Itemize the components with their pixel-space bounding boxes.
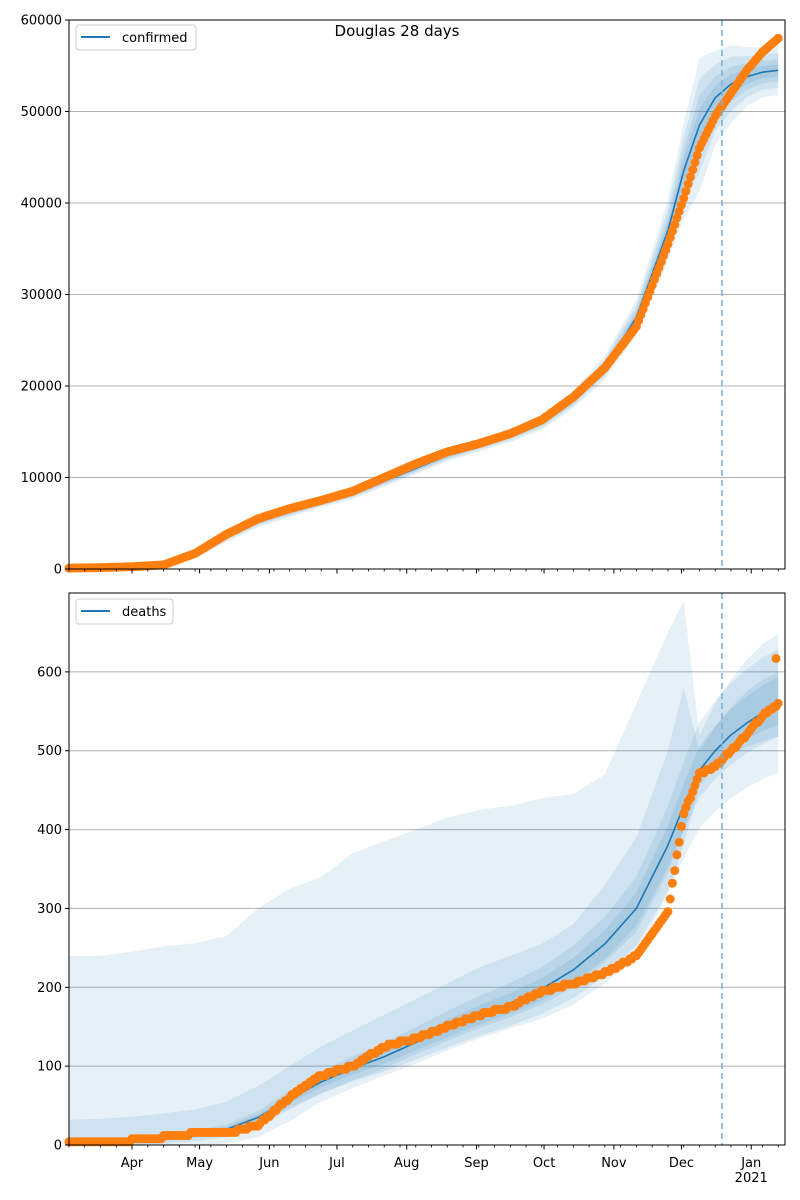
deaths-panel: 0 100 200 300 400 500 600 Apr May Jun Jul Aug Sep Oc… — [37, 592, 786, 1186]
observed-point — [688, 165, 698, 175]
y-tick-label: 30000 — [21, 288, 62, 303]
x-tick-label: Jun — [258, 1156, 279, 1171]
y-tick-label: 0 — [54, 1139, 62, 1154]
observed-point — [773, 698, 783, 708]
x-tick-label: Jul — [328, 1156, 345, 1171]
legend: deaths — [75, 598, 174, 625]
observed-point — [690, 158, 700, 167]
observed-point — [665, 894, 675, 904]
x-tick-label: Apr — [121, 1156, 144, 1171]
legend-label: confirmed — [122, 31, 188, 46]
chart-title: Douglas 28 days — [335, 22, 460, 40]
observed-point — [672, 850, 682, 860]
observed-point — [667, 878, 677, 888]
x-tick-label: Jan — [740, 1156, 761, 1171]
y-axis: 0 100 200 300 400 500 600 — [37, 665, 69, 1154]
confirmed-panel: 0 10000 20000 30000 40000 50000 60000 Douglas … — [21, 14, 786, 578]
y-tick-label: 10000 — [21, 471, 62, 486]
y-tick-label: 40000 — [21, 197, 62, 212]
y-tick-label: 200 — [37, 981, 62, 996]
observed-point — [670, 866, 680, 876]
legend-label: deaths — [122, 605, 167, 620]
x-tick-label: Dec — [669, 1156, 694, 1171]
observed-point — [679, 193, 689, 203]
observed-point-outlier — [771, 654, 781, 663]
legend: confirmed — [75, 24, 197, 51]
x-tick-label: 2021 — [735, 1171, 768, 1186]
y-tick-label: 400 — [37, 823, 62, 838]
y-tick-label: 300 — [37, 902, 62, 917]
grid-lines — [69, 671, 785, 1067]
y-tick-label: 100 — [37, 1060, 62, 1075]
y-tick-label: 20000 — [21, 380, 62, 395]
observed-point — [692, 150, 702, 160]
observed-point — [685, 172, 695, 182]
x-tick-label: Aug — [394, 1156, 419, 1171]
y-tick-label: 0 — [54, 563, 62, 578]
observed-point — [773, 33, 783, 43]
observed-point — [676, 821, 686, 831]
y-tick-label: 600 — [37, 665, 62, 680]
x-tick-label: Nov — [601, 1156, 627, 1171]
x-axis-ticks — [68, 569, 779, 574]
confidence-band — [69, 649, 779, 1145]
confidence-band — [69, 677, 779, 1145]
x-tick-label: Oct — [533, 1156, 555, 1171]
axes-frame — [68, 592, 786, 1146]
y-tick-label: 500 — [37, 744, 62, 759]
observed-points-confirmed — [64, 33, 783, 573]
y-tick-label: 50000 — [21, 105, 62, 120]
y-tick-label: 60000 — [21, 14, 62, 29]
observed-point — [681, 186, 691, 196]
observed-point — [683, 179, 693, 189]
observed-point — [674, 837, 684, 847]
plot-area — [69, 593, 785, 1145]
confidence-band — [69, 600, 779, 1145]
observed-point — [663, 907, 673, 917]
x-tick-label: Sep — [464, 1156, 489, 1171]
legend-box — [75, 24, 197, 51]
x-tick-label: May — [186, 1156, 213, 1171]
observed-points-deaths — [64, 654, 783, 1147]
legend-box — [75, 598, 174, 625]
y-axis: 0 10000 20000 30000 40000 50000 60000 — [21, 14, 69, 578]
